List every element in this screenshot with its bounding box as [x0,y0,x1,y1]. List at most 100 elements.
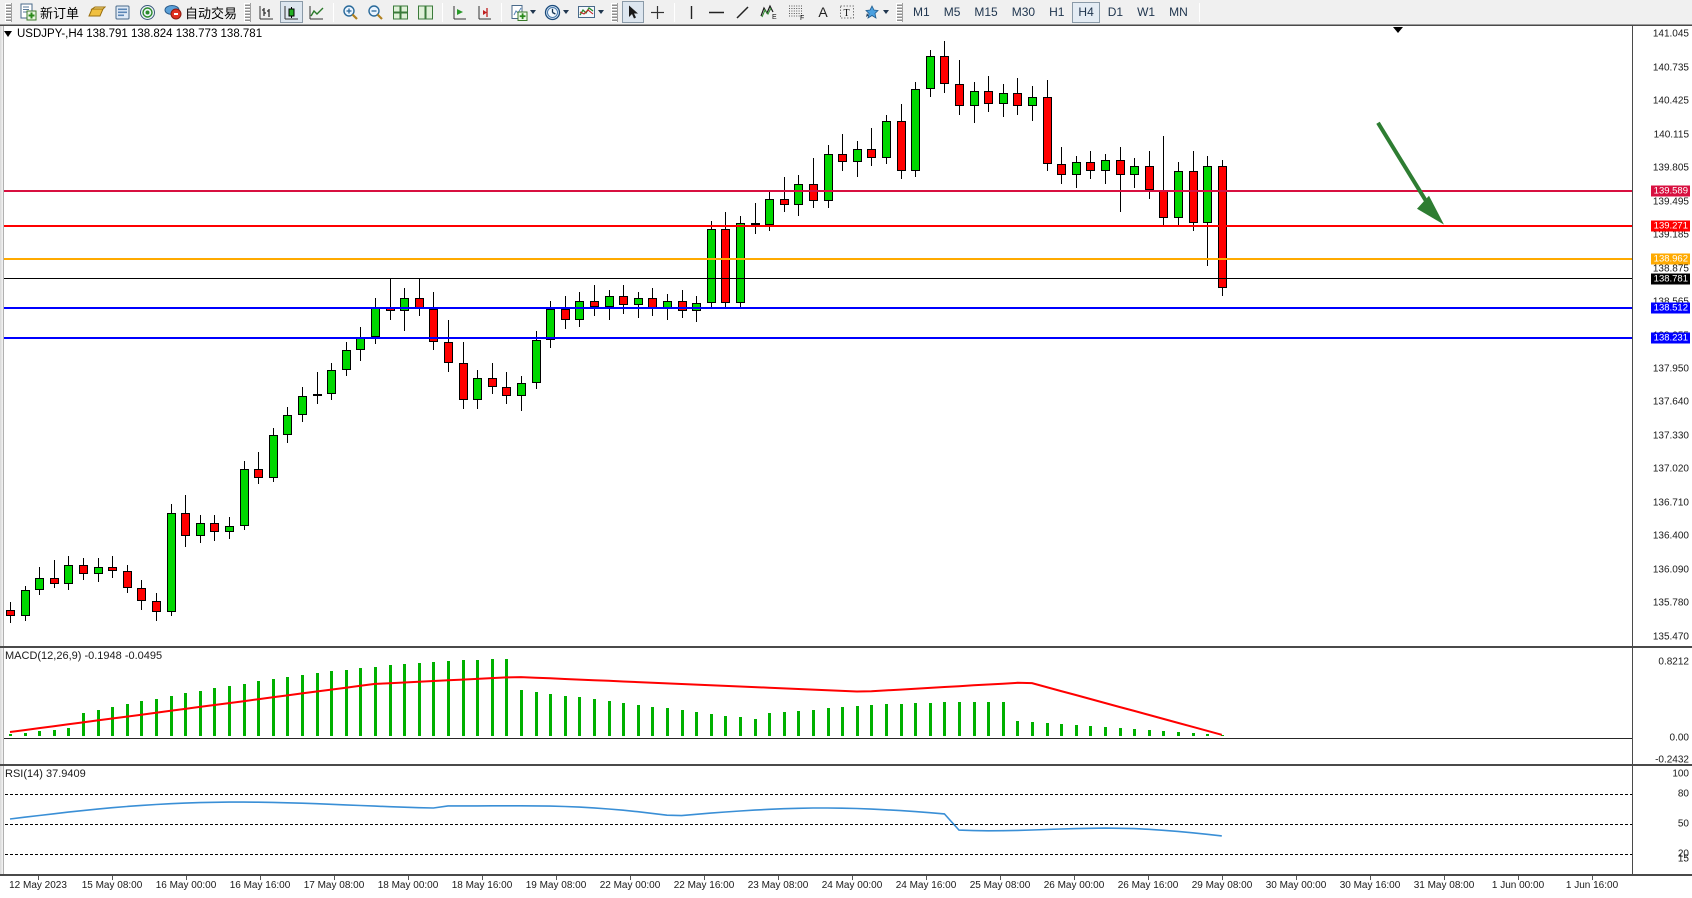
indicators-icon[interactable] [574,1,607,23]
text-label-icon[interactable]: T [836,1,858,23]
price-tick: 136.710 [1652,497,1689,509]
toolbar-grip-3[interactable] [611,2,619,22]
candle-body [677,300,687,312]
elliott-wave-icon[interactable]: E [756,1,782,23]
macd-histogram-bar [593,699,596,736]
timeframe-m30[interactable]: M30 [1011,4,1036,19]
chevron-down-icon-2[interactable] [563,10,570,14]
horizontal-line-icon[interactable] [704,1,729,23]
candle [940,26,950,646]
text-icon[interactable]: A [818,4,828,20]
macd-histogram-bar [1074,725,1078,736]
candle [984,26,994,646]
price-pane[interactable]: USDJPY-,H4 138.791 138.824 138.773 138.7… [0,26,1692,647]
candlestick-chart-icon[interactable] [280,1,304,23]
cursor-icon[interactable] [622,1,645,23]
macd-histogram-bar [1177,732,1180,736]
macd-pane[interactable]: MACD(12,26,9) -0.1948 -0.0495 0.8212 0.00… [0,647,1692,765]
candle-body [152,601,161,613]
timeframe-h1[interactable]: H1 [1049,4,1065,19]
new-chart-icon[interactable] [507,1,539,23]
crosshair-icon[interactable] [646,1,669,23]
candle-wick [418,278,420,316]
time-tick-label: 30 May 16:00 [1339,880,1401,891]
terminal-icon[interactable] [111,1,134,23]
timeframe-d1[interactable]: D1 [1107,4,1124,19]
main-toolbar[interactable]: 新订单 自动交易 [0,0,1692,25]
autotrading-button[interactable]: 自动交易 [161,1,240,23]
chart-area[interactable]: USDJPY-,H4 138.791 138.824 138.773 138.7… [0,25,1692,898]
macd-histogram-bar [972,702,976,736]
vertical-line-icon[interactable] [680,1,702,23]
signal-icon[interactable] [136,1,159,23]
time-tick-label: 17 May 08:00 [303,880,365,891]
shift-end-icon[interactable] [473,1,496,23]
macd-histogram-bar [286,677,290,736]
toolbar-grip[interactable] [5,2,12,22]
macd-histogram-bar [899,703,903,736]
candle-body [794,183,804,206]
data-window-icon[interactable] [414,1,437,23]
macd-histogram-bar [549,693,553,736]
macd-histogram-bar [38,731,42,736]
time-tick-label: 22 May 16:00 [673,880,735,891]
level-line-resistance-1[interactable] [0,224,1632,227]
level-line-support-2[interactable] [0,337,1632,340]
rsi-plot[interactable] [0,766,1633,874]
chevron-down-icon-3[interactable] [598,10,605,14]
candle [823,26,834,646]
macd-histogram-bar [636,704,640,736]
period-icon[interactable] [541,1,572,23]
line-chart-icon[interactable] [305,1,328,23]
candle [955,26,965,646]
candle-body [239,469,249,526]
zoom-in-icon[interactable] [339,1,362,23]
candle-body [940,56,950,85]
candle-body [1115,160,1125,176]
level-line-support-1[interactable] [0,306,1632,309]
timeframe-m5[interactable]: M5 [943,4,961,19]
macd-signal-line [9,676,1223,736]
chevron-down-icon-4[interactable] [883,10,890,14]
timeframe-mn[interactable]: MN [1169,4,1188,19]
zoom-out-icon[interactable] [364,1,387,23]
level-line-resistance-2[interactable] [0,190,1632,193]
toolbar-grip-4[interactable] [896,2,904,22]
macd-histogram-bar [23,732,27,736]
collapse-triangle-icon[interactable] [4,31,12,37]
macd-histogram-bar [403,664,407,736]
candle-body [122,571,132,589]
price-tick: 140.735 [1652,62,1689,74]
objects-icon[interactable] [860,1,892,23]
time-axis[interactable]: 12 May 2023 15 May 08:00 16 May 00:00 16 Ma… [0,875,1692,898]
fibonacci-icon[interactable]: F [784,1,810,23]
time-tick-label: 16 May 00:00 [155,880,217,891]
price-plot[interactable] [0,26,1633,646]
chevron-down-icon[interactable] [530,10,537,14]
timeframe-group[interactable]: M1 M5 M15 M30 H1 H4 D1 W1 MN [906,1,1195,23]
candle-body [998,92,1008,104]
candle-body [736,222,745,303]
down-trend-arrow[interactable] [0,26,1633,646]
toolbar-grip-2[interactable] [244,2,252,22]
timeframe-w1[interactable]: W1 [1137,4,1156,19]
price-tick: 136.400 [1652,530,1689,542]
timeframe-m15[interactable]: M15 [974,4,998,19]
macd-header: MACD(12,26,9) -0.1948 -0.0495 [5,650,163,662]
shift-start-icon[interactable] [448,1,471,23]
bar-chart-icon[interactable] [255,1,278,23]
level-line-current-price[interactable] [0,277,1632,279]
chart-shift-marker[interactable] [1393,27,1403,33]
price-tick: 135.470 [1652,631,1689,643]
timeframe-m1[interactable]: M1 [913,4,930,19]
rsi-pane[interactable]: RSI(14) 37.9409 100 80 50 20 15 [0,765,1692,875]
tile-windows-icon[interactable] [389,1,412,23]
macd-plot[interactable] [0,648,1633,764]
macd-histogram-bar [987,702,991,736]
level-line-pivot[interactable] [0,258,1632,261]
macd-histogram-bar [242,683,246,736]
timeframe-h4[interactable]: H4 [1072,1,1100,23]
new-order-button[interactable]: 新订单 [16,1,82,23]
trend-line-icon[interactable] [731,1,754,23]
gold-bar-icon[interactable] [84,1,109,23]
